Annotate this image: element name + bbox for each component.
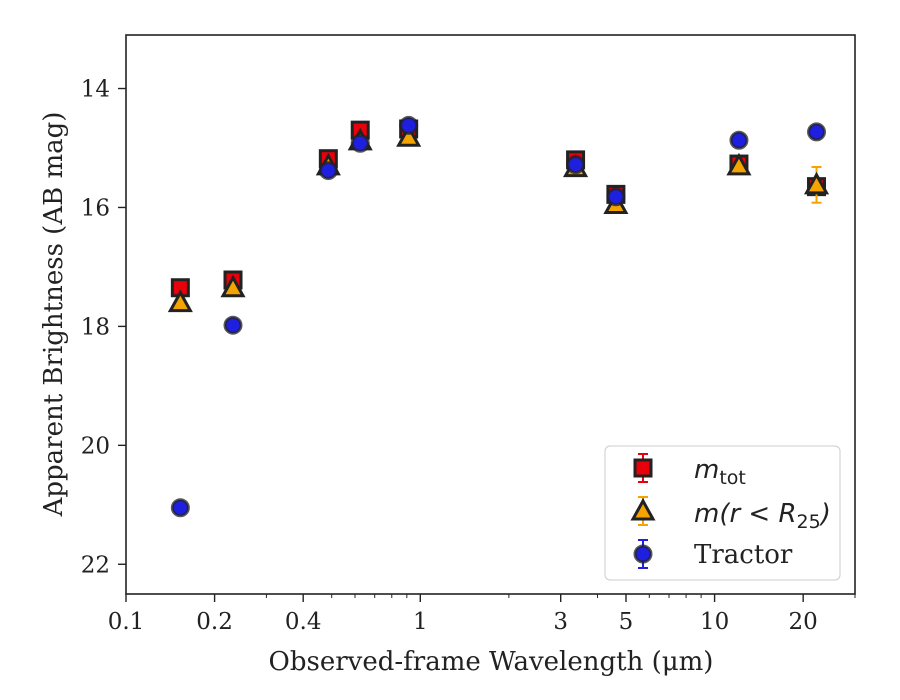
legend-marker-circle <box>633 544 653 564</box>
data-point-triangle <box>167 289 193 313</box>
x-tick-label: 10 <box>700 609 729 635</box>
data-point-circle <box>807 122 827 142</box>
x-tick-label: 0.2 <box>196 609 233 635</box>
series-2 <box>170 115 827 518</box>
data-point-triangle <box>726 152 752 176</box>
y-tick-label: 16 <box>81 195 110 221</box>
series-0 <box>170 119 827 298</box>
x-tick-label: 0.1 <box>108 609 145 635</box>
legend-marker-triangle <box>630 497 656 521</box>
y-axis-label: Apparent Brightness (AB mag) <box>39 112 69 518</box>
legend: mtot m(r < R25) Tractor <box>604 445 841 581</box>
data-point-circle <box>170 498 190 518</box>
legend-marker-square <box>633 458 653 478</box>
legend-label-mr: m(r < R25) <box>694 499 831 533</box>
legend-frame <box>604 445 841 581</box>
legend-label-mtot: mtot <box>694 455 746 489</box>
x-tick-label: 1 <box>413 609 428 635</box>
data-point-circle <box>399 115 419 135</box>
data-point-circle <box>729 130 749 150</box>
x-tick-label: 0.4 <box>285 609 322 635</box>
series-1 <box>167 124 830 313</box>
data-point-circle <box>318 161 338 181</box>
plot-frame <box>125 34 856 595</box>
y-tick-label: 18 <box>81 314 110 340</box>
x-axis-label: Observed-frame Wavelength (μm) <box>269 647 714 677</box>
data-point-circle <box>223 315 243 335</box>
x-tick-label: 20 <box>789 609 818 635</box>
x-tick-label: 5 <box>619 609 634 635</box>
data-point-circle <box>566 155 586 175</box>
y-tick-label: 22 <box>81 552 110 578</box>
data-point-circle <box>350 133 370 153</box>
plot-area <box>125 34 856 595</box>
y-tick-label: 14 <box>81 77 110 103</box>
x-axis: 0.1 0.2 0.4 1 3 5 10 20 <box>108 594 856 635</box>
legend-label-tractor: Tractor <box>694 540 793 570</box>
y-tick-label: 20 <box>81 433 110 459</box>
data-point-triangle <box>220 274 246 298</box>
y-axis: 14 16 18 20 22 <box>81 77 126 578</box>
data-point-triangle <box>396 124 422 147</box>
x-tick-label: 3 <box>553 609 568 635</box>
data-point-circle <box>606 187 626 207</box>
data-point-triangle <box>803 171 830 195</box>
